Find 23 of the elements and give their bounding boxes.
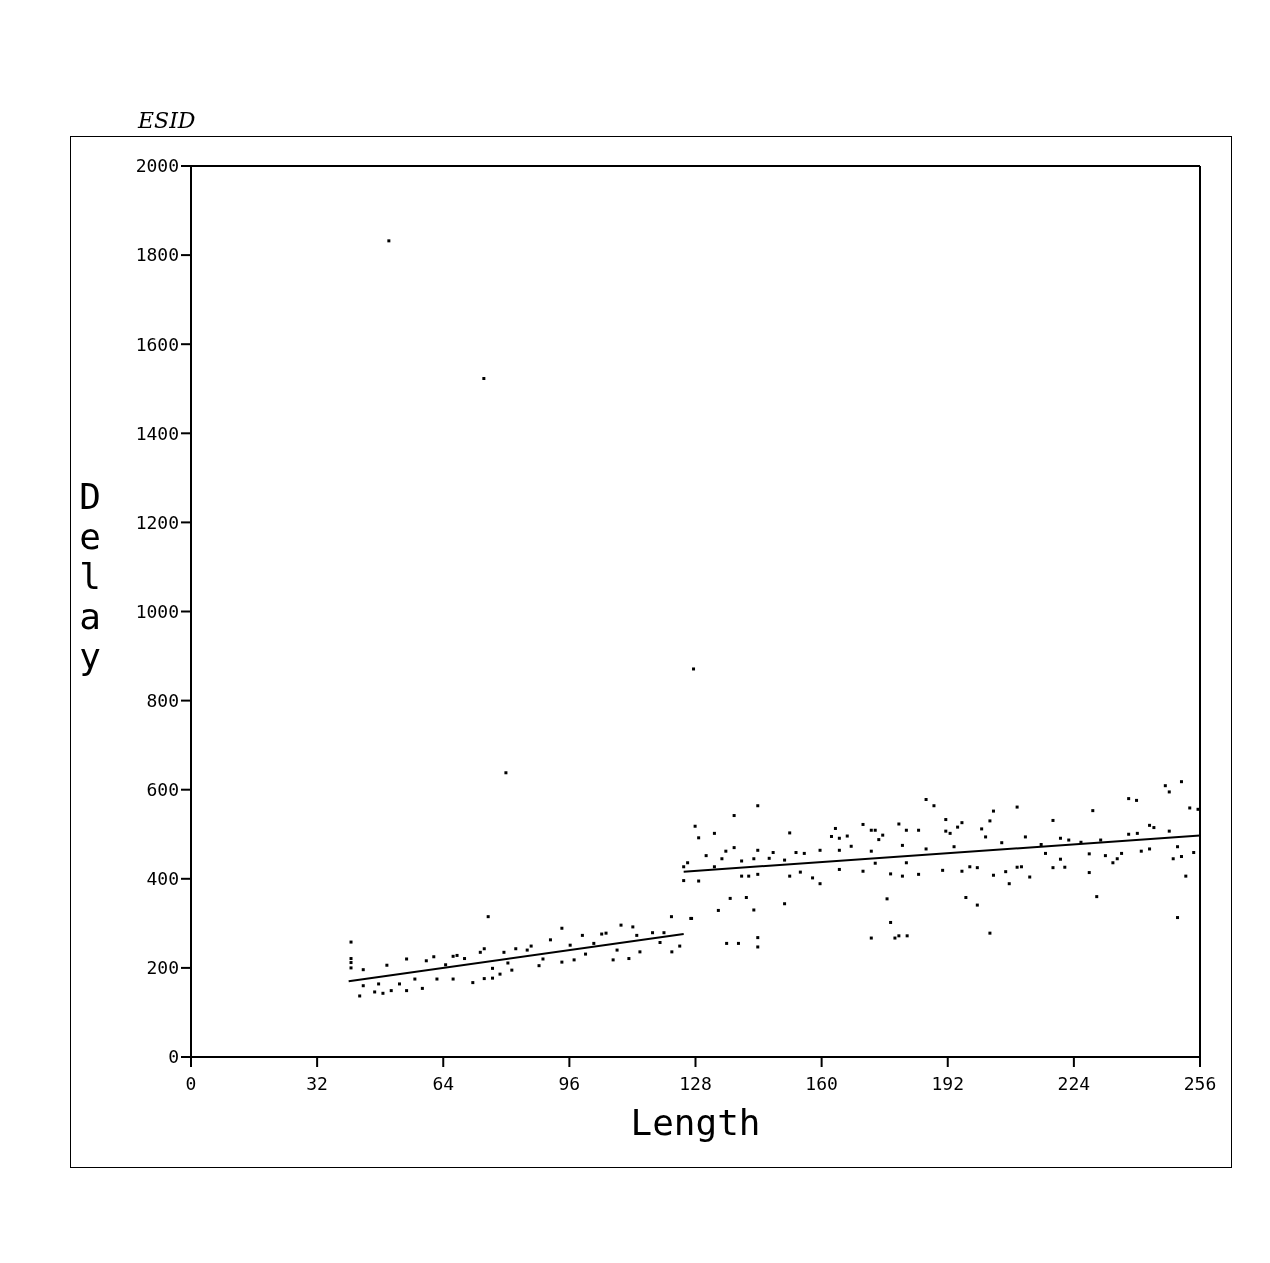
x-axis-title: Length xyxy=(630,1102,761,1143)
y-tick-label: 200 xyxy=(146,957,179,979)
x-tick-label: 128 xyxy=(679,1072,712,1094)
y-tick-label: 600 xyxy=(146,779,179,801)
x-tick-label: 192 xyxy=(931,1072,965,1094)
y-tick-label: 800 xyxy=(146,689,179,711)
y-tick-label: 1800 xyxy=(135,244,179,266)
x-tick-label: 224 xyxy=(1057,1072,1091,1094)
y-tick-label: 400 xyxy=(146,868,179,890)
chart-title: ESID xyxy=(138,108,196,133)
y-tick-label: 1200 xyxy=(135,511,179,533)
y-axis-title: Delay xyxy=(78,476,102,677)
x-tick-label: 0 xyxy=(185,1072,197,1094)
y-tick-label: 1400 xyxy=(135,422,179,444)
x-tick-label: 32 xyxy=(306,1072,328,1094)
y-tick-label: 1600 xyxy=(135,333,179,355)
x-tick-label: 64 xyxy=(432,1072,455,1094)
x-tick-label: 96 xyxy=(558,1072,581,1094)
y-tick-label: 1000 xyxy=(135,600,179,622)
x-tick-label: 160 xyxy=(805,1072,838,1094)
y-tick-label: 0 xyxy=(168,1046,179,1068)
y-tick-label: 2000 xyxy=(135,155,179,177)
x-tick-label: 256 xyxy=(1183,1072,1217,1094)
